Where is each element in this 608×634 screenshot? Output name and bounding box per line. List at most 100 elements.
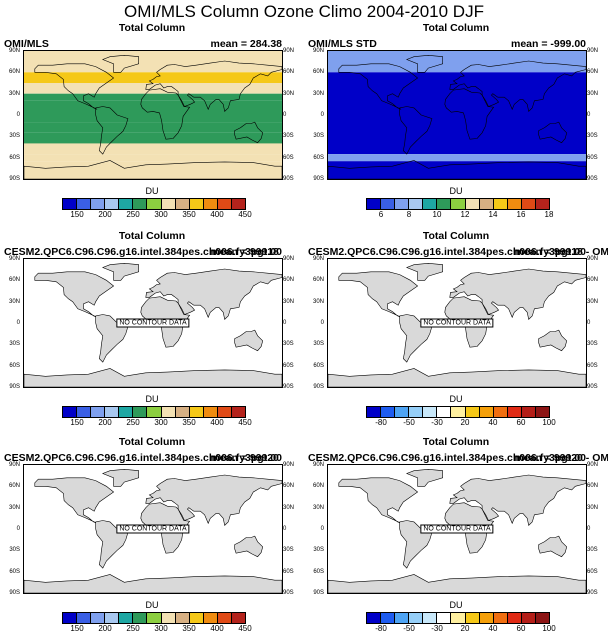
colorbar-swatch [231, 407, 246, 417]
panel-mean-label: mean = -999.00 [510, 38, 586, 50]
colorbar-swatch [507, 199, 522, 209]
contour-band [328, 72, 586, 155]
lat-tick-label: 90S [9, 590, 20, 596]
lat-tick-label: 30N [283, 298, 295, 305]
greenland-outline [101, 54, 139, 73]
lat-tick-label: 0 [283, 320, 287, 326]
colorbar-swatch [367, 407, 382, 417]
north-america-outline [34, 271, 115, 318]
colorbar-swatch [133, 199, 148, 209]
lat-tick-label: 60N [312, 277, 324, 284]
lat-tick-label: 90S [587, 590, 598, 596]
contour-band [24, 122, 282, 133]
colorbar-swatch [175, 613, 190, 623]
lat-tick-label: 90S [587, 384, 598, 390]
colorbar-tick-label: 10 [432, 210, 442, 219]
colorbar-swatch [91, 407, 106, 417]
colorbar-swatch [161, 199, 176, 209]
lat-tick-label: 30S [283, 341, 294, 348]
colorbar-tick-label: 6 [378, 210, 384, 219]
colorbar-swatch [479, 199, 494, 209]
lat-tick-label: 0 [587, 526, 591, 532]
colorbar-tick-label: 300 [154, 210, 168, 219]
colorbar-swatch [409, 407, 424, 417]
colorbar-swatch [217, 613, 232, 623]
antarctica-outline [24, 160, 282, 179]
colorbar-tick-label: 350 [182, 418, 196, 427]
colorbar-swatch [119, 199, 134, 209]
colorbar-swatch [189, 613, 204, 623]
colorbar-swatch [521, 407, 536, 417]
colorbar-tick-label: 400 [210, 210, 224, 219]
panel-mean-label: mean = 284.38 [210, 38, 282, 50]
colorbar-ticks: 6 8 10 12 14 16 18 [366, 210, 554, 219]
lat-tick-label: 90N [587, 462, 599, 468]
colorbar-ticks: -80 -50 -30 20 40 60 100 [366, 418, 555, 427]
map-plot-area [23, 50, 283, 180]
colorbar-swatch [105, 407, 120, 417]
lat-tick-label: 30N [587, 504, 599, 511]
lat-tick-label: 60N [587, 483, 599, 490]
lat-tick-label: 60N [283, 277, 295, 284]
colorbar-swatch [105, 199, 120, 209]
colorbar-tick-label: 250 [126, 418, 140, 427]
panel-mean-label: mean = 999.00 [514, 452, 586, 464]
colorbar-swatch [437, 407, 452, 417]
panel-left-string: CESM2.QPC6.C96.C96.g16.intel.384pes.ch00… [308, 452, 608, 464]
colorbar-swatch [395, 199, 410, 209]
lat-tick-label: 90S [283, 590, 294, 596]
lat-tick-label: 60S [313, 154, 324, 161]
colorbar-tick-label: 350 [182, 624, 196, 633]
colorbar-swatch [175, 199, 190, 209]
lat-tick-label: 0 [320, 320, 324, 326]
panel-title: Total Column [118, 22, 186, 34]
colorbar-ticks: -80 -50 -30 20 40 60 100 [366, 624, 555, 633]
colorbar-swatch [231, 613, 246, 623]
colorbar-swatch [521, 613, 536, 623]
lat-tick-label: 60N [312, 69, 324, 76]
contour-band [328, 161, 586, 179]
australia-outline [538, 329, 568, 352]
lat-tick-label: 60S [313, 568, 324, 575]
lat-tick-label: 30N [587, 90, 599, 97]
colorbar-swatch [119, 613, 134, 623]
colorbar-swatch [381, 407, 396, 417]
lat-tick-label: 90S [9, 176, 20, 182]
lat-tick-label: 30S [313, 341, 324, 348]
colorbar-swatch [409, 199, 424, 209]
lat-tick-label: 90S [313, 176, 324, 182]
colorbar-swatch [367, 199, 382, 209]
colorbar-swatch [189, 407, 204, 417]
north-america-outline [338, 63, 419, 110]
lat-tick-label: 30S [587, 133, 598, 140]
lat-tick-label: 60S [283, 362, 294, 369]
lat-tick-label: 90S [283, 176, 294, 182]
lat-tick-label: 90N [312, 48, 324, 54]
colorbar-swatch [381, 199, 396, 209]
colorbar-swatch [119, 407, 134, 417]
panel-left-string: OMI/MLS [4, 38, 49, 50]
greenland-outline [101, 468, 139, 487]
greenland-outline [405, 468, 443, 487]
panel-title: Total Column [118, 436, 186, 448]
lat-tick-label: 90N [283, 48, 295, 54]
colorbar-tick-label: -80 [375, 418, 387, 427]
lat-tick-label: 60S [283, 154, 294, 161]
colorbar-tick-label: 150 [70, 418, 84, 427]
colorbar-units: DU [145, 394, 159, 404]
lat-tick-label: 60S [283, 568, 294, 575]
colorbar-swatch [63, 613, 78, 623]
lat-tick-label: 0 [320, 112, 324, 118]
colorbar-swatch [161, 407, 176, 417]
colorbar-tick-label: -50 [403, 624, 415, 633]
colorbar-swatch [133, 407, 148, 417]
lat-tick-label: 30N [8, 298, 20, 305]
panel-title: Total Column [118, 230, 186, 242]
colorbar-tick-label: 100 [542, 624, 556, 633]
map-svg [328, 51, 586, 179]
lat-tick-label: 30N [283, 90, 295, 97]
contour-band [24, 93, 282, 101]
colorbar-tick-label: -30 [431, 624, 443, 633]
lat-tick-label: 60S [587, 154, 598, 161]
colorbar-swatch [395, 613, 410, 623]
